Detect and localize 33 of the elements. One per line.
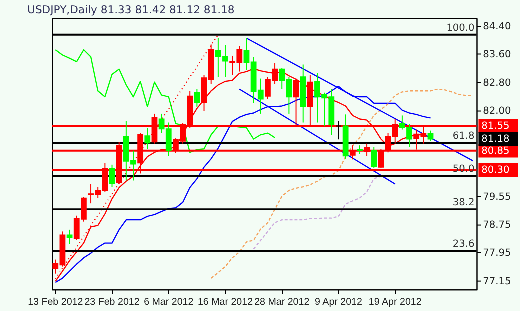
candlestick [109,164,116,188]
y-tick-label: 77.95 [483,248,512,260]
chart-title: USDJPY,Daily 81.33 81.42 81.12 81.18 [28,3,235,16]
y-tick-label: 77.15 [483,276,512,288]
x-tick-label: 23 Feb 2012 [84,296,140,308]
text: 81.18 [482,134,510,146]
y-tick-label: 82.00 [483,106,512,117]
y-tick-label: 78.75 [483,220,512,232]
line-series [210,88,474,280]
x-tick-label: 28 Mar 2012 [254,296,310,308]
y-tick-label: 82.80 [483,78,512,89]
candlestick [144,128,151,150]
annotation: 38.2 [452,198,475,209]
candlestick [428,130,434,142]
candlestick [194,88,200,108]
x-tick-label: 6 Mar 2012 [144,296,194,308]
y-tick-label: 84.40 [483,22,512,33]
candlestick [336,120,342,140]
x-tick-label: 19 Apr 2012 [368,296,422,308]
x-tick-label: 16 Mar 2012 [198,296,254,308]
candlestick [66,229,73,244]
x-tick-label: 13 Feb 2012 [28,296,84,308]
line-series [55,49,276,154]
annotation: 61.8 [452,131,475,142]
ref-line-label: 80.30 [482,165,510,176]
candlestick [371,146,378,169]
ref-line-label: 81.55 [482,121,510,132]
x-tick-label: 9 Apr 2012 [315,296,362,308]
annotation: 23.6 [452,239,475,250]
y-tick-label: 79.55 [483,192,512,203]
y-tick-label: 83.60 [483,50,512,61]
ref-line-label: 80.85 [482,146,510,157]
annotation: 100.0 [446,22,475,34]
